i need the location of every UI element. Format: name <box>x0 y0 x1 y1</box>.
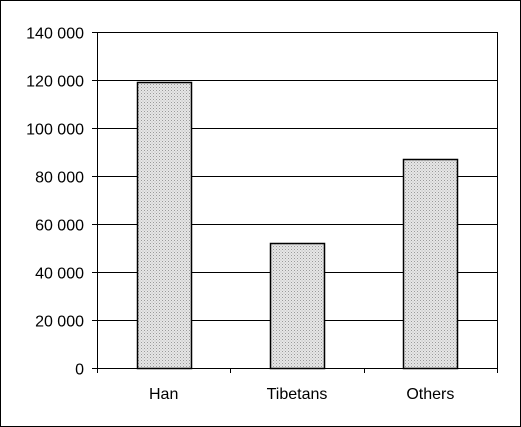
y-tick-label: 0 <box>75 362 84 379</box>
x-category-label: Others <box>406 386 454 403</box>
bar-han <box>136 81 193 370</box>
y-tick-label: 60 000 <box>35 218 84 235</box>
y-tick-label: 80 000 <box>35 170 84 187</box>
bar-others <box>402 158 459 370</box>
y-tick-label: 140 000 <box>26 26 84 43</box>
x-category-label: Tibetans <box>267 386 328 403</box>
x-category-label: Han <box>149 386 178 403</box>
y-tick-label: 100 000 <box>26 122 84 139</box>
plot-area: 0 20 000 40 000 60 000 80 000 100 000 120 000 1… <box>26 26 498 403</box>
y-tick-label: 20 000 <box>35 314 84 331</box>
y-tick-label: 120 000 <box>26 74 84 91</box>
y-tick-label: 40 000 <box>35 266 84 283</box>
bar-tibetans <box>269 242 326 370</box>
